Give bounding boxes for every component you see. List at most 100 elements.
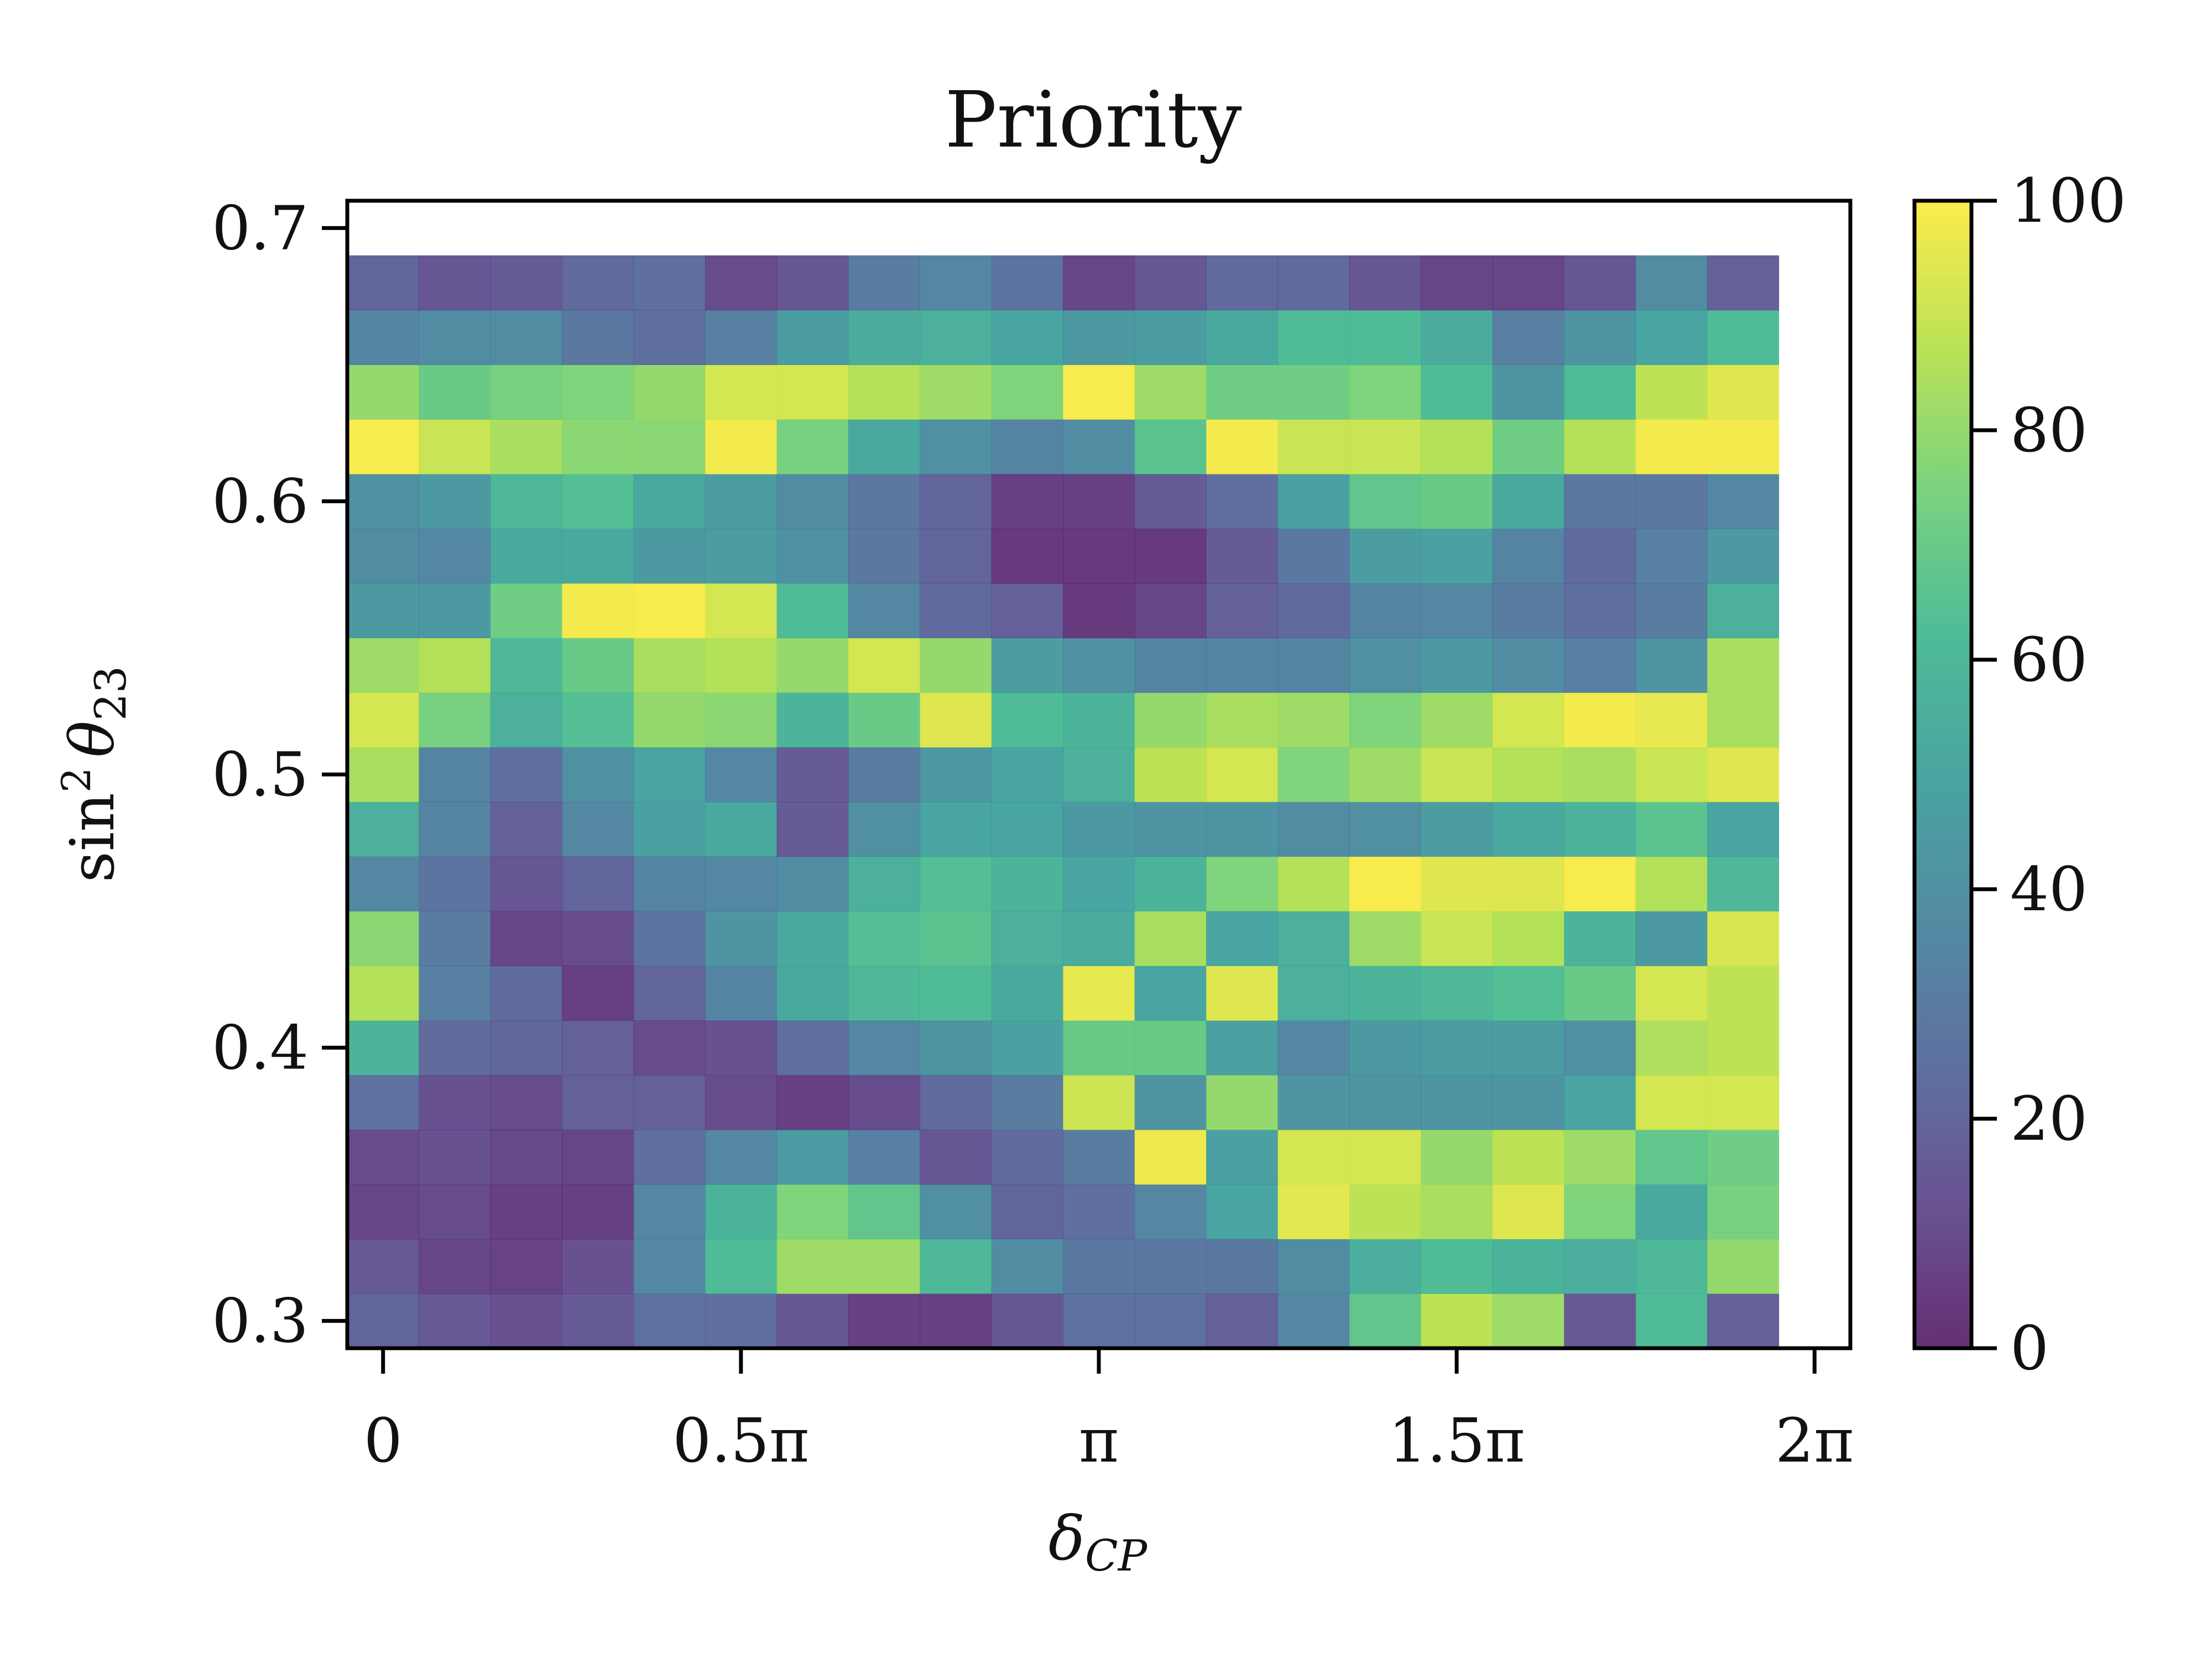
heatmap-cell bbox=[1063, 1020, 1135, 1076]
heatmap-cell bbox=[1277, 474, 1350, 529]
heatmap-cell bbox=[848, 692, 921, 748]
heatmap-cell bbox=[1349, 801, 1422, 857]
heatmap-cell bbox=[562, 364, 634, 420]
heatmap-cell bbox=[490, 966, 562, 1021]
heatmap-cell bbox=[347, 966, 420, 1021]
heatmap-cell bbox=[776, 692, 849, 748]
heatmap-cell bbox=[1206, 1074, 1279, 1130]
heatmap-cell bbox=[776, 638, 849, 693]
heatmap-cell bbox=[1707, 419, 1780, 474]
heatmap-cell bbox=[1492, 1293, 1564, 1349]
heatmap-cell bbox=[419, 419, 491, 474]
heatmap-cell bbox=[347, 310, 420, 366]
heatmap-cell bbox=[776, 528, 849, 584]
heatmap-cell bbox=[490, 1074, 562, 1130]
heatmap-cell bbox=[633, 747, 706, 802]
heatmap-cell bbox=[347, 801, 420, 857]
heatmap-cell bbox=[1206, 255, 1279, 311]
heatmap-cell bbox=[848, 1293, 921, 1349]
heatmap-cell bbox=[562, 1184, 634, 1239]
heatmap-cell bbox=[1206, 1129, 1279, 1185]
heatmap-cell bbox=[347, 1293, 420, 1349]
heatmap-cell bbox=[1134, 1184, 1207, 1239]
heatmap-cell bbox=[1492, 692, 1564, 748]
heatmap-cell bbox=[1134, 364, 1207, 420]
heatmap-cell bbox=[1421, 1074, 1493, 1130]
heatmap-cell bbox=[1349, 528, 1422, 584]
heatmap-cell bbox=[490, 528, 562, 584]
heatmap-cell bbox=[991, 692, 1063, 748]
heatmap-cell bbox=[1206, 911, 1279, 966]
heatmap-cell bbox=[848, 966, 921, 1021]
heatmap-cell bbox=[419, 1074, 491, 1130]
heatmap-cell bbox=[419, 528, 491, 584]
heatmap-cell bbox=[1421, 255, 1493, 311]
heatmap-cell bbox=[848, 474, 921, 529]
heatmap-cell bbox=[1206, 419, 1279, 474]
heatmap-cell bbox=[776, 1074, 849, 1130]
heatmap-cell bbox=[347, 911, 420, 966]
heatmap-cell bbox=[347, 638, 420, 693]
heatmap-cell bbox=[347, 1074, 420, 1130]
heatmap-cell bbox=[490, 419, 562, 474]
heatmap-cell bbox=[1349, 911, 1422, 966]
heatmap-cell bbox=[776, 1239, 849, 1294]
heatmap-cell bbox=[1564, 583, 1636, 639]
heatmap-cell bbox=[991, 638, 1063, 693]
heatmap-cell bbox=[1564, 1239, 1636, 1294]
heatmap-cell bbox=[419, 255, 491, 311]
heatmap-cell bbox=[1421, 1293, 1493, 1349]
heatmap-cell bbox=[1707, 692, 1780, 748]
heatmap-cell bbox=[1564, 911, 1636, 966]
heatmap-cell bbox=[920, 310, 992, 366]
heatmap-cell bbox=[705, 1239, 778, 1294]
heatmap-cell bbox=[1635, 528, 1708, 584]
heatmap-cell bbox=[991, 1293, 1063, 1349]
heatmap-cell bbox=[705, 638, 778, 693]
heatmap-cell bbox=[633, 801, 706, 857]
heatmap-cell bbox=[991, 310, 1063, 366]
colorbar-tick-label: 60 bbox=[2010, 624, 2088, 695]
heatmap-cell bbox=[1421, 801, 1493, 857]
colorbar-gradient bbox=[1914, 201, 1971, 1348]
heatmap-cell bbox=[562, 747, 634, 802]
heatmap-cell bbox=[1206, 638, 1279, 693]
heatmap-cell bbox=[1134, 583, 1207, 639]
heatmap-cell bbox=[1564, 856, 1636, 912]
heatmap-cell bbox=[347, 856, 420, 912]
heatmap-cell bbox=[1707, 1293, 1780, 1349]
heatmap-cell bbox=[1277, 583, 1350, 639]
heatmap-cell bbox=[776, 583, 849, 639]
heatmap-cell bbox=[1277, 1129, 1350, 1185]
x-axis-label: δCP bbox=[1048, 1503, 1148, 1581]
heatmap-cell bbox=[1564, 419, 1636, 474]
heatmap-cell bbox=[1564, 528, 1636, 584]
heatmap-cell bbox=[1349, 747, 1422, 802]
heatmap-cell bbox=[1492, 966, 1564, 1021]
heatmap-cell bbox=[562, 1239, 634, 1294]
heatmap-cell bbox=[1206, 310, 1279, 366]
heatmap-cell bbox=[1349, 638, 1422, 693]
heatmap-cell bbox=[1564, 1074, 1636, 1130]
heatmap-cell bbox=[633, 583, 706, 639]
heatmap-cell bbox=[1277, 801, 1350, 857]
heatmap-cell bbox=[1635, 255, 1708, 311]
heatmap-cell bbox=[1206, 1184, 1279, 1239]
heatmap-cell bbox=[490, 310, 562, 366]
heatmap-cell bbox=[1349, 1184, 1422, 1239]
heatmap-cell bbox=[633, 911, 706, 966]
heatmap-cell bbox=[490, 1020, 562, 1076]
heatmap-cell bbox=[490, 911, 562, 966]
heatmap-cell bbox=[1134, 474, 1207, 529]
heatmap-cell bbox=[633, 419, 706, 474]
heatmap-cell bbox=[419, 1293, 491, 1349]
heatmap-cell bbox=[920, 638, 992, 693]
heatmap-cell bbox=[419, 911, 491, 966]
colorbar-tick-label: 0 bbox=[2010, 1313, 2049, 1384]
heatmap-cell bbox=[1421, 692, 1493, 748]
colorbar-frame bbox=[1912, 199, 1974, 1350]
heatmap-cell bbox=[1349, 966, 1422, 1021]
heatmap-cell bbox=[1349, 583, 1422, 639]
heatmap-cell bbox=[1707, 474, 1780, 529]
